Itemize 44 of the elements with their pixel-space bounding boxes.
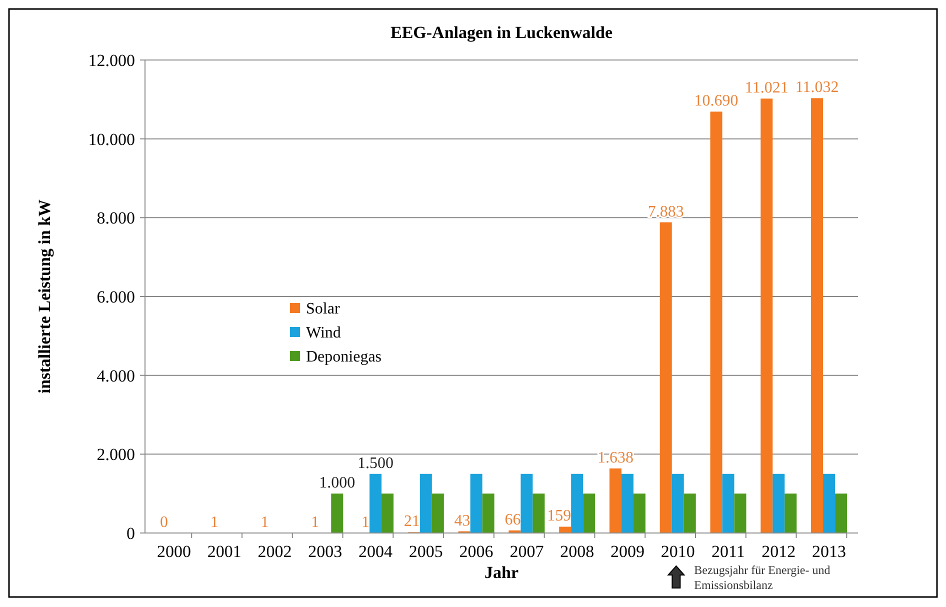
y-tick-label: 2.000: [96, 445, 135, 464]
y-tick-label: 4.000: [96, 366, 135, 386]
x-tick-label: 2000: [156, 542, 191, 561]
x-tick-label: 2002: [258, 542, 292, 561]
data-label: 43: [454, 512, 470, 530]
x-tick-label: 2005: [408, 542, 443, 561]
x-tick-label: 2001: [207, 542, 242, 561]
y-axis-title: installierte Leistung in kW: [35, 199, 54, 394]
x-tick-label: 2008: [560, 542, 594, 561]
data-label: 66: [504, 511, 521, 528]
legend-label: Deponiegas: [306, 348, 382, 366]
data-label: 21: [404, 513, 420, 530]
x-tick-label: 2003: [308, 542, 342, 561]
x-tick-label: 2012: [762, 542, 796, 561]
chart-title: EEG-Anlagen in Luckenwalde: [390, 23, 613, 42]
x-axis-title: Jahr: [484, 563, 519, 582]
data-label: 1: [260, 514, 269, 531]
y-tick-label: 6.000: [96, 287, 135, 306]
data-label: 11.021: [744, 80, 788, 97]
data-label: 1: [210, 514, 218, 531]
data-label: 7.883: [648, 203, 684, 220]
x-tick-label: 2007: [510, 542, 544, 561]
data-label: 0: [160, 514, 168, 531]
data-label: 1.638: [597, 449, 634, 466]
x-tick-label: 2009: [610, 542, 644, 561]
y-tick-label: 12.000: [88, 50, 135, 70]
y-tick-label: 8.000: [96, 208, 135, 228]
data-label: 1: [362, 514, 370, 531]
data-label: 1.000: [319, 474, 356, 492]
x-tick-label: 2011: [712, 542, 745, 561]
data-label: 11.032: [795, 79, 839, 96]
x-tick-label: 2004: [358, 542, 394, 561]
x-tick-label: 2010: [660, 542, 695, 561]
text: Bezugsjahr für Energie- und Emissionsbilanz: [694, 563, 830, 592]
data-label: 1.500: [358, 454, 394, 472]
data-label: 159: [547, 508, 572, 525]
x-tick-label: 2013: [812, 542, 846, 561]
data-label: 10.690: [694, 92, 738, 110]
x-tick-label: 2006: [459, 542, 494, 561]
legend-label: Wind: [306, 324, 341, 342]
data-label: 1: [311, 514, 320, 531]
legend-label: Solar: [306, 300, 340, 318]
y-tick-label: 0: [126, 524, 135, 543]
y-tick-label: 10.000: [88, 130, 135, 149]
